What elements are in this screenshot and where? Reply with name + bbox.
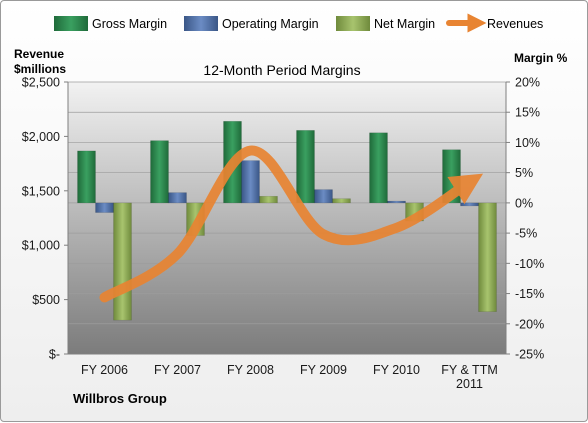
bar-operating-margin — [169, 193, 187, 203]
y-right-tick-label: 5% — [515, 166, 533, 180]
y-left-label-line1: Revenue — [14, 47, 64, 61]
chart-title: 12-Month Period Margins — [203, 62, 360, 78]
x-tick-label: FY 2010 — [373, 363, 420, 377]
y-left-tick-label: $2,500 — [22, 76, 60, 90]
x-tick-label: FY 2009 — [300, 363, 347, 377]
legend-swatch-net-margin — [336, 16, 370, 31]
bar-operating-margin — [315, 190, 333, 203]
y-left-tick-label: $1,000 — [22, 239, 60, 253]
legend-label-operating-margin: Operating Margin — [222, 17, 319, 31]
legend-swatch-operating-margin — [184, 16, 218, 31]
y-left-label-line2: $millions — [14, 62, 66, 76]
company-name: Willbros Group — [73, 391, 167, 406]
bar-gross-margin — [370, 133, 388, 203]
y-right-tick-label: -25% — [515, 348, 544, 362]
bar-operating-margin — [388, 201, 406, 203]
x-tick-label: 2011 — [456, 377, 483, 391]
x-tick-label: FY 2007 — [154, 363, 201, 377]
bar-gross-margin — [78, 151, 96, 203]
y-right-tick-label: -10% — [515, 257, 544, 271]
y-left-tick-label: $1,500 — [22, 184, 60, 198]
legend-label-net-margin: Net Margin — [374, 17, 435, 31]
y-right-tick-label: -20% — [515, 317, 544, 331]
y-right-tick-label: 0% — [515, 196, 533, 210]
y-right-tick-label: -5% — [515, 227, 537, 241]
legend-label-revenues: Revenues — [487, 17, 543, 31]
bar-gross-margin — [151, 141, 169, 203]
y-right-tick-label: -15% — [515, 287, 544, 301]
bar-operating-margin — [242, 161, 260, 203]
y-right-tick-label: 15% — [515, 106, 540, 120]
y-right-tick-label: 20% — [515, 76, 540, 90]
legend: Gross Margin Operating Margin Net Margin… — [54, 16, 543, 31]
bar-net-margin — [333, 199, 351, 203]
x-tick-label: FY 2006 — [81, 363, 128, 377]
y-left-tick-label: $2,000 — [22, 130, 60, 144]
legend-label-gross-margin: Gross Margin — [92, 17, 167, 31]
legend-swatch-gross-margin — [54, 16, 88, 31]
bar-operating-margin — [461, 203, 479, 206]
bar-net-margin — [260, 196, 278, 203]
bar-net-margin — [114, 203, 132, 320]
bar-gross-margin — [297, 130, 315, 203]
x-tick-label: FY 2008 — [227, 363, 274, 377]
y-right-tick-label: 10% — [515, 136, 540, 150]
bar-operating-margin — [96, 203, 114, 213]
bar-net-margin — [479, 203, 497, 312]
plot-area — [68, 82, 506, 354]
y-left-tick-label: $500 — [32, 293, 60, 307]
x-tick-label: FY & TTM — [441, 363, 498, 377]
y-left-tick-label: $- — [49, 348, 60, 362]
y-right-label: Margin % — [514, 51, 568, 65]
